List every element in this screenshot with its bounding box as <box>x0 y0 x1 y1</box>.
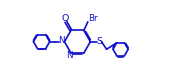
Text: S: S <box>97 37 103 46</box>
Text: Br: Br <box>88 14 97 23</box>
Text: O: O <box>61 14 69 23</box>
Text: N: N <box>58 36 65 45</box>
Text: N: N <box>66 51 72 60</box>
